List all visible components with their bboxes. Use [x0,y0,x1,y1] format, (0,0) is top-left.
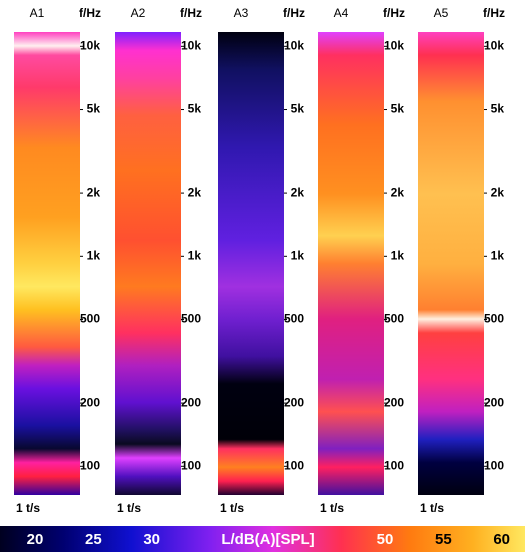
y-tick-label: 1k [291,248,305,262]
colorbar-label: L/dB(A)[SPL] [221,531,314,548]
y-tick-label: 100 [80,458,100,472]
y-tick-label: 200 [80,395,100,409]
colorbar-tick: 60 [493,531,510,548]
y-tick-label: 1k [491,248,505,262]
y-tick-label: 10k [384,38,404,52]
colorbar-tick: 30 [143,531,160,548]
y-tick-label: 100 [384,458,404,472]
y-tick-label: 500 [484,312,504,326]
time-label: 1 t/s [117,501,141,515]
y-tick-label: 1k [188,248,202,262]
y-tick-label: 5k [491,102,505,116]
colorbar-tick: 50 [377,531,394,548]
y-tick-label: 200 [181,395,201,409]
axis-label: f/Hz [383,6,405,20]
time-label: 1 t/s [16,501,40,515]
spectrogram [14,32,80,495]
y-tick-label: 200 [484,395,504,409]
axis-label: f/Hz [483,6,505,20]
panel-title: A5 [434,6,449,20]
panel-title: A2 [131,6,146,20]
y-tick-label: 500 [384,312,404,326]
y-tick-label: 5k [391,102,405,116]
y-tick-label: 5k [188,102,202,116]
colorbar [0,526,525,552]
y-tick-label: 2k [491,185,505,199]
y-tick-label: 100 [484,458,504,472]
y-tick-label: 10k [181,38,201,52]
y-tick-label: 2k [188,185,202,199]
time-label: 1 t/s [420,501,444,515]
colorbar-tick: 25 [85,531,102,548]
panel-title: A3 [234,6,249,20]
y-tick-label: 1k [87,248,101,262]
time-label: 1 t/s [320,501,344,515]
y-tick-label: 5k [291,102,305,116]
y-tick-label: 2k [391,185,405,199]
time-label: 1 t/s [220,501,244,515]
y-tick-label: 100 [284,458,304,472]
y-tick-label: 500 [80,312,100,326]
y-tick-label: 10k [484,38,504,52]
axis-label: f/Hz [79,6,101,20]
y-tick-label: 200 [384,395,404,409]
y-tick-label: 200 [284,395,304,409]
spectrogram [115,32,181,495]
y-tick-label: 100 [181,458,201,472]
y-tick-label: 10k [284,38,304,52]
y-tick-label: 500 [284,312,304,326]
spectrogram [318,32,384,495]
colorbar-tick: 20 [27,531,44,548]
y-tick-label: 2k [87,185,101,199]
spectrogram [418,32,484,495]
y-tick-label: 5k [87,102,101,116]
y-tick-label: 2k [291,185,305,199]
spectrogram [218,32,284,495]
panel-title: A1 [30,6,45,20]
y-tick-label: 1k [391,248,405,262]
panel-title: A4 [334,6,349,20]
colorbar-tick: 55 [435,531,452,548]
y-tick-label: 10k [80,38,100,52]
y-tick-label: 500 [181,312,201,326]
axis-label: f/Hz [283,6,305,20]
axis-label: f/Hz [180,6,202,20]
